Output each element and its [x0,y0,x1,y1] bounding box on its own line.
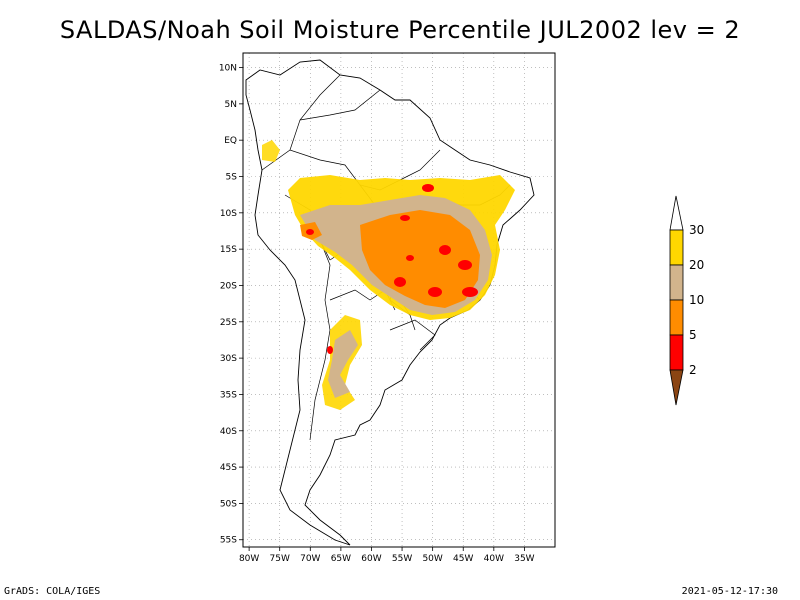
x-tick-label: 80W [239,554,259,564]
x-tick-label: 35W [514,554,534,564]
y-tick-label: 20S [220,281,237,291]
x-tick-label: 45W [453,554,473,564]
colorbar-10-20 [669,264,684,301]
colorbar-20-30 [669,229,684,266]
shading-10-20-south [328,330,358,398]
y-tick-label: 50S [220,499,237,509]
y-tick-label: 35S [220,390,237,400]
colorbar-2-5 [669,334,684,371]
colorbar-label-5: 5 [689,328,697,342]
shading-2-5 [306,184,478,354]
continent-outline [245,59,535,546]
x-axis: 80W 75W 70W 65W 60W 55W 50W 45W 40W 35W [239,547,535,564]
colorbar-label-10: 10 [689,293,704,307]
map-title: SALDAS/Noah Soil Moisture Percentile JUL… [59,16,741,44]
shading-5-10 [360,210,480,308]
x-tick-label: 65W [331,554,351,564]
y-tick-label: 10S [220,209,237,219]
colorbar-label-2: 2 [689,363,697,377]
colorbar-below-2 [669,369,684,406]
footer-timestamp: 2021-05-12-17:30 [681,586,778,597]
color-bar: 30 20 10 5 2 [669,195,704,406]
y-tick-label: EQ [224,136,237,146]
x-tick-label: 50W [422,554,442,564]
colorbar-above-30 [669,195,684,231]
percentile-shading [262,140,515,410]
y-tick-label: 40S [220,427,237,437]
x-tick-label: 60W [361,554,381,564]
map-frame [242,52,556,548]
y-tick-label: 45S [220,463,237,473]
colorbar-5-10 [669,299,684,336]
y-tick-label: 5N [225,100,237,110]
x-tick-label: 40W [484,554,504,564]
shading-20-30-north [262,140,280,162]
y-tick-label: 30S [220,354,237,364]
footer-credit: GrADS: COLA/IGES [4,586,101,597]
x-tick-label: 70W [300,554,320,564]
y-tick-label: 55S [220,536,237,546]
y-tick-label: 10N [219,64,237,74]
x-tick-label: 55W [392,554,412,564]
y-tick-label: 5S [226,173,238,183]
x-tick-label: 75W [270,554,290,564]
y-tick-label: 15S [220,245,237,255]
colorbar-label-30: 30 [689,223,704,237]
colorbar-label-20: 20 [689,258,704,272]
y-tick-label: 25S [220,318,237,328]
y-axis: 10N 5N EQ 5S 10S 15S 20S 25S 30S 35S 40S 45S 50S 55S [219,64,243,546]
